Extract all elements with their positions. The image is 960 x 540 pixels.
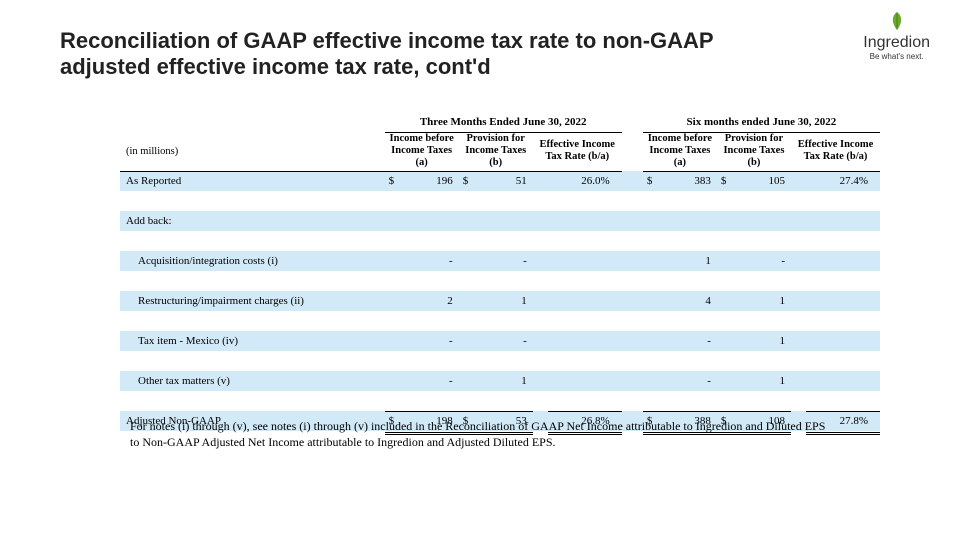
period-1-header: Three Months Ended June 30, 2022 xyxy=(385,112,622,132)
row-label: Tax item - Mexico (iv) xyxy=(120,331,385,351)
row-label: Restructuring/impairment charges (ii) xyxy=(120,291,385,311)
row-add-back: Add back: xyxy=(120,211,880,231)
logo-name: Ingredion xyxy=(863,34,930,52)
col-b-header-2: Provision for Income Taxes (b) xyxy=(717,132,791,171)
page-title: Reconciliation of GAAP effective income … xyxy=(60,28,760,81)
row-spacer xyxy=(120,351,880,371)
column-header-row: (in millions) Income before Income Taxes… xyxy=(120,132,880,171)
row-spacer xyxy=(120,271,880,291)
logo: Ingredion Be what's next. xyxy=(863,10,930,61)
col-b-header-1: Provision for Income Taxes (b) xyxy=(459,132,533,171)
col-c-header-2: Effective Income Tax Rate (b/a) xyxy=(791,132,880,171)
row-other-tax: Other tax matters (v) - 1 - 1 xyxy=(120,371,880,391)
row-tax-mexico: Tax item - Mexico (iv) - - - 1 xyxy=(120,331,880,351)
col-c-header-1: Effective Income Tax Rate (b/a) xyxy=(533,132,622,171)
col-a-header-1: Income before Income Taxes (a) xyxy=(385,132,459,171)
row-restructuring: Restructuring/impairment charges (ii) 2 … xyxy=(120,291,880,311)
row-label: Add back: xyxy=(120,211,385,231)
row-acquisition: Acquisition/integration costs (i) - - 1 … xyxy=(120,251,880,271)
row-spacer xyxy=(120,191,880,211)
row-label: Acquisition/integration costs (i) xyxy=(120,251,385,271)
leaf-icon xyxy=(886,10,908,32)
row-as-reported: As Reported $ 196 $ 51 26.0% $ 383 $ 105… xyxy=(120,171,880,191)
units-label: (in millions) xyxy=(120,132,385,171)
reconciliation-table: Three Months Ended June 30, 2022 Six mon… xyxy=(120,112,880,431)
row-spacer xyxy=(120,231,880,251)
row-label: Other tax matters (v) xyxy=(120,371,385,391)
footnote: For notes (i) through (v), see notes (i)… xyxy=(130,418,830,450)
period-header-row: Three Months Ended June 30, 2022 Six mon… xyxy=(120,112,880,132)
row-spacer xyxy=(120,391,880,411)
logo-tagline: Be what's next. xyxy=(863,52,930,61)
row-spacer xyxy=(120,311,880,331)
row-label: As Reported xyxy=(120,171,385,191)
col-a-header-2: Income before Income Taxes (a) xyxy=(643,132,717,171)
period-2-header: Six months ended June 30, 2022 xyxy=(643,112,880,132)
